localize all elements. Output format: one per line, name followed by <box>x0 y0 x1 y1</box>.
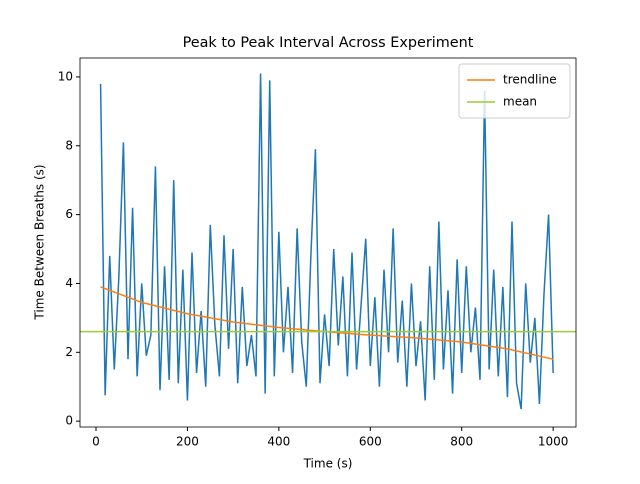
legend-label: trendline <box>503 73 557 87</box>
y-tick-label: 8 <box>65 138 73 152</box>
y-tick-label: 0 <box>65 414 73 428</box>
y-tick-label: 4 <box>65 276 73 290</box>
x-tick-label: 0 <box>92 435 100 449</box>
x-tick-label: 600 <box>359 435 382 449</box>
y-tick-label: 2 <box>65 345 73 359</box>
x-tick-label: 200 <box>176 435 199 449</box>
y-tick-label: 10 <box>58 69 73 83</box>
chart-title: Peak to Peak Interval Across Experiment <box>183 35 474 51</box>
legend-label: mean <box>503 95 537 109</box>
y-axis-label: Time Between Breaths (s) <box>33 164 47 320</box>
axes-frame <box>79 57 577 428</box>
x-axis-label: Time (s) <box>303 457 353 471</box>
x-tick-label: 400 <box>267 435 290 449</box>
x-tick-label: 800 <box>450 435 473 449</box>
y-tick-label: 6 <box>65 207 73 221</box>
legend-box <box>458 63 571 119</box>
x-tick-label: 1000 <box>538 435 569 449</box>
